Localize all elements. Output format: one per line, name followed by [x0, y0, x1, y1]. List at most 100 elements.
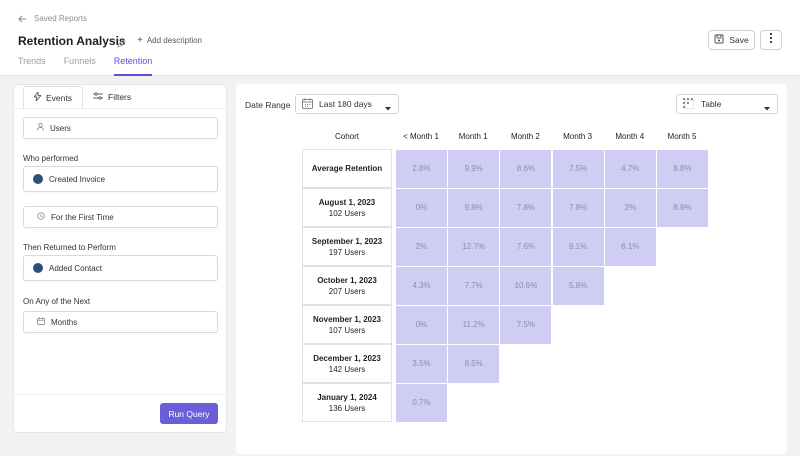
retention-cell[interactable]: 2%: [604, 188, 656, 227]
retention-cell[interactable]: 8.8%: [657, 149, 708, 188]
return-event-select[interactable]: Added Contact: [23, 255, 218, 281]
retention-cell[interactable]: 9.1%: [552, 227, 604, 266]
date-range-value: Last 180 days: [319, 99, 372, 109]
pencil-icon[interactable]: [117, 35, 126, 53]
tab-events-label: Events: [46, 92, 72, 103]
window-unit-select[interactable]: Months: [23, 311, 218, 333]
retention-cell[interactable]: 0%: [396, 305, 447, 344]
tab-retention[interactable]: Retention: [113, 56, 152, 76]
back-to-saved-reports-link[interactable]: Saved Reports: [18, 14, 87, 23]
cohort-row-header: September 1, 2023 197 Users: [302, 227, 392, 266]
month-column-header: Month 4: [615, 132, 645, 141]
tab-filters[interactable]: Filters: [83, 86, 141, 108]
cohort-row-header: January 1, 2024 136 Users: [302, 383, 392, 422]
tab-filters-label: Filters: [108, 92, 132, 102]
caret-down-icon: [385, 103, 391, 113]
retention-cell[interactable]: 6.1%: [604, 227, 656, 266]
first-event-select[interactable]: Created Invoice: [23, 166, 218, 192]
cohort-label: September 1, 2023: [311, 236, 383, 246]
frequency-select[interactable]: For the First Time: [23, 206, 218, 228]
retention-cell[interactable]: 8.5%: [448, 344, 500, 383]
tab-trends[interactable]: Trends: [18, 56, 46, 66]
retention-cell[interactable]: 0.7%: [396, 383, 447, 422]
retention-cell[interactable]: 8.8%: [657, 188, 708, 227]
date-range-select[interactable]: Last 180 days: [295, 94, 399, 114]
retention-cell[interactable]: 4.3%: [396, 266, 447, 305]
save-button[interactable]: Save: [708, 30, 755, 50]
retention-cell[interactable]: 7.8%: [500, 188, 552, 227]
month-column-header: Month 2: [510, 132, 540, 141]
cohort-user-count: 136 Users: [328, 403, 366, 413]
calendar-icon: [302, 97, 313, 111]
return-event-value: Added Contact: [49, 263, 102, 273]
tab-events[interactable]: Events: [23, 86, 83, 108]
tabs-divider: [14, 108, 226, 109]
save-label: Save: [729, 35, 749, 45]
cohort-user-count: 142 Users: [328, 364, 366, 374]
window-label: On Any of the Next: [23, 297, 91, 306]
retention-cell[interactable]: 2%: [396, 227, 447, 266]
arrow-left-icon: [18, 15, 27, 23]
panel-footer-divider: [14, 394, 226, 395]
cohort-user-count: 197 Users: [328, 247, 366, 257]
month-column-header: < Month 1: [403, 132, 439, 141]
plus-icon: +: [137, 34, 143, 46]
cohort-label: December 1, 2023: [313, 353, 381, 363]
month-column-header: Month 5: [667, 132, 697, 141]
table-icon: [683, 97, 695, 111]
caret-down-icon: [764, 103, 770, 113]
window-unit-value: Months: [51, 317, 78, 327]
cohort-user-count: 102 Users: [328, 208, 366, 218]
event-dot-icon: [33, 263, 43, 273]
query-builder-panel: Events Filters Users Who performed Creat…: [13, 84, 227, 433]
cohort-row-header: November 1, 2023 107 Users: [302, 305, 392, 344]
retention-cell[interactable]: 10.6%: [500, 266, 552, 305]
frequency-value: For the First Time: [51, 212, 114, 222]
add-description-button[interactable]: + Add description: [137, 34, 202, 46]
report-header: Saved Reports Retention Analysis + Add d…: [0, 0, 800, 76]
who-performed-label: Who performed: [23, 154, 79, 163]
cohort-user-count: 107 Users: [328, 325, 366, 335]
more-options-button[interactable]: [760, 30, 782, 50]
retention-cell[interactable]: 3.5%: [396, 344, 447, 383]
retention-cell[interactable]: 7.5%: [500, 305, 552, 344]
retention-cell[interactable]: 0%: [396, 188, 447, 227]
cohort-row-header: December 1, 2023 142 Users: [302, 344, 392, 383]
results-panel: Date Range Last 180 days Table Cohort < …: [236, 84, 787, 454]
report-type-tabs: Trends Funnels Retention: [18, 56, 170, 76]
entity-select[interactable]: Users: [23, 117, 218, 139]
page-title: Retention Analysis: [18, 34, 126, 48]
tab-funnels[interactable]: Funnels: [63, 56, 96, 66]
event-dot-icon: [33, 174, 43, 184]
retention-cell[interactable]: 7.6%: [500, 227, 552, 266]
month-column-header: Month 3: [563, 132, 593, 141]
retention-cell[interactable]: 7.7%: [448, 266, 500, 305]
cohort-column-header: Cohort: [334, 132, 359, 141]
retention-cell[interactable]: 7.8%: [552, 188, 604, 227]
retention-cell[interactable]: 12.7%: [448, 227, 500, 266]
add-description-label: Add description: [146, 36, 202, 45]
date-range-label: Date Range: [245, 100, 291, 110]
bolt-icon: [33, 91, 42, 103]
save-icon: [714, 34, 724, 46]
view-type-value: Table: [701, 99, 722, 109]
month-column-header: Month 1: [458, 132, 488, 141]
more-vertical-icon: [769, 31, 773, 49]
cohort-label: November 1, 2023: [312, 314, 382, 324]
retention-cell[interactable]: 5.8%: [552, 266, 604, 305]
retention-cell[interactable]: 7.5%: [552, 149, 604, 188]
retention-cell[interactable]: 4.7%: [604, 149, 656, 188]
run-query-button[interactable]: Run Query: [160, 403, 218, 424]
first-event-value: Created Invoice: [49, 174, 106, 184]
retention-cell[interactable]: 9.9%: [448, 149, 500, 188]
retention-cell[interactable]: 2.8%: [396, 149, 447, 188]
calendar-icon: [37, 317, 45, 327]
cohort-label: Average Retention: [311, 164, 383, 173]
retention-cell[interactable]: 11.2%: [448, 305, 500, 344]
view-type-select[interactable]: Table: [676, 94, 778, 114]
retention-cell[interactable]: 8.6%: [500, 149, 552, 188]
retention-cell[interactable]: 9.8%: [448, 188, 500, 227]
cohort-row-header: October 1, 2023 207 Users: [302, 266, 392, 305]
cohort-label: August 1, 2023: [318, 197, 376, 207]
entity-value: Users: [50, 123, 71, 133]
